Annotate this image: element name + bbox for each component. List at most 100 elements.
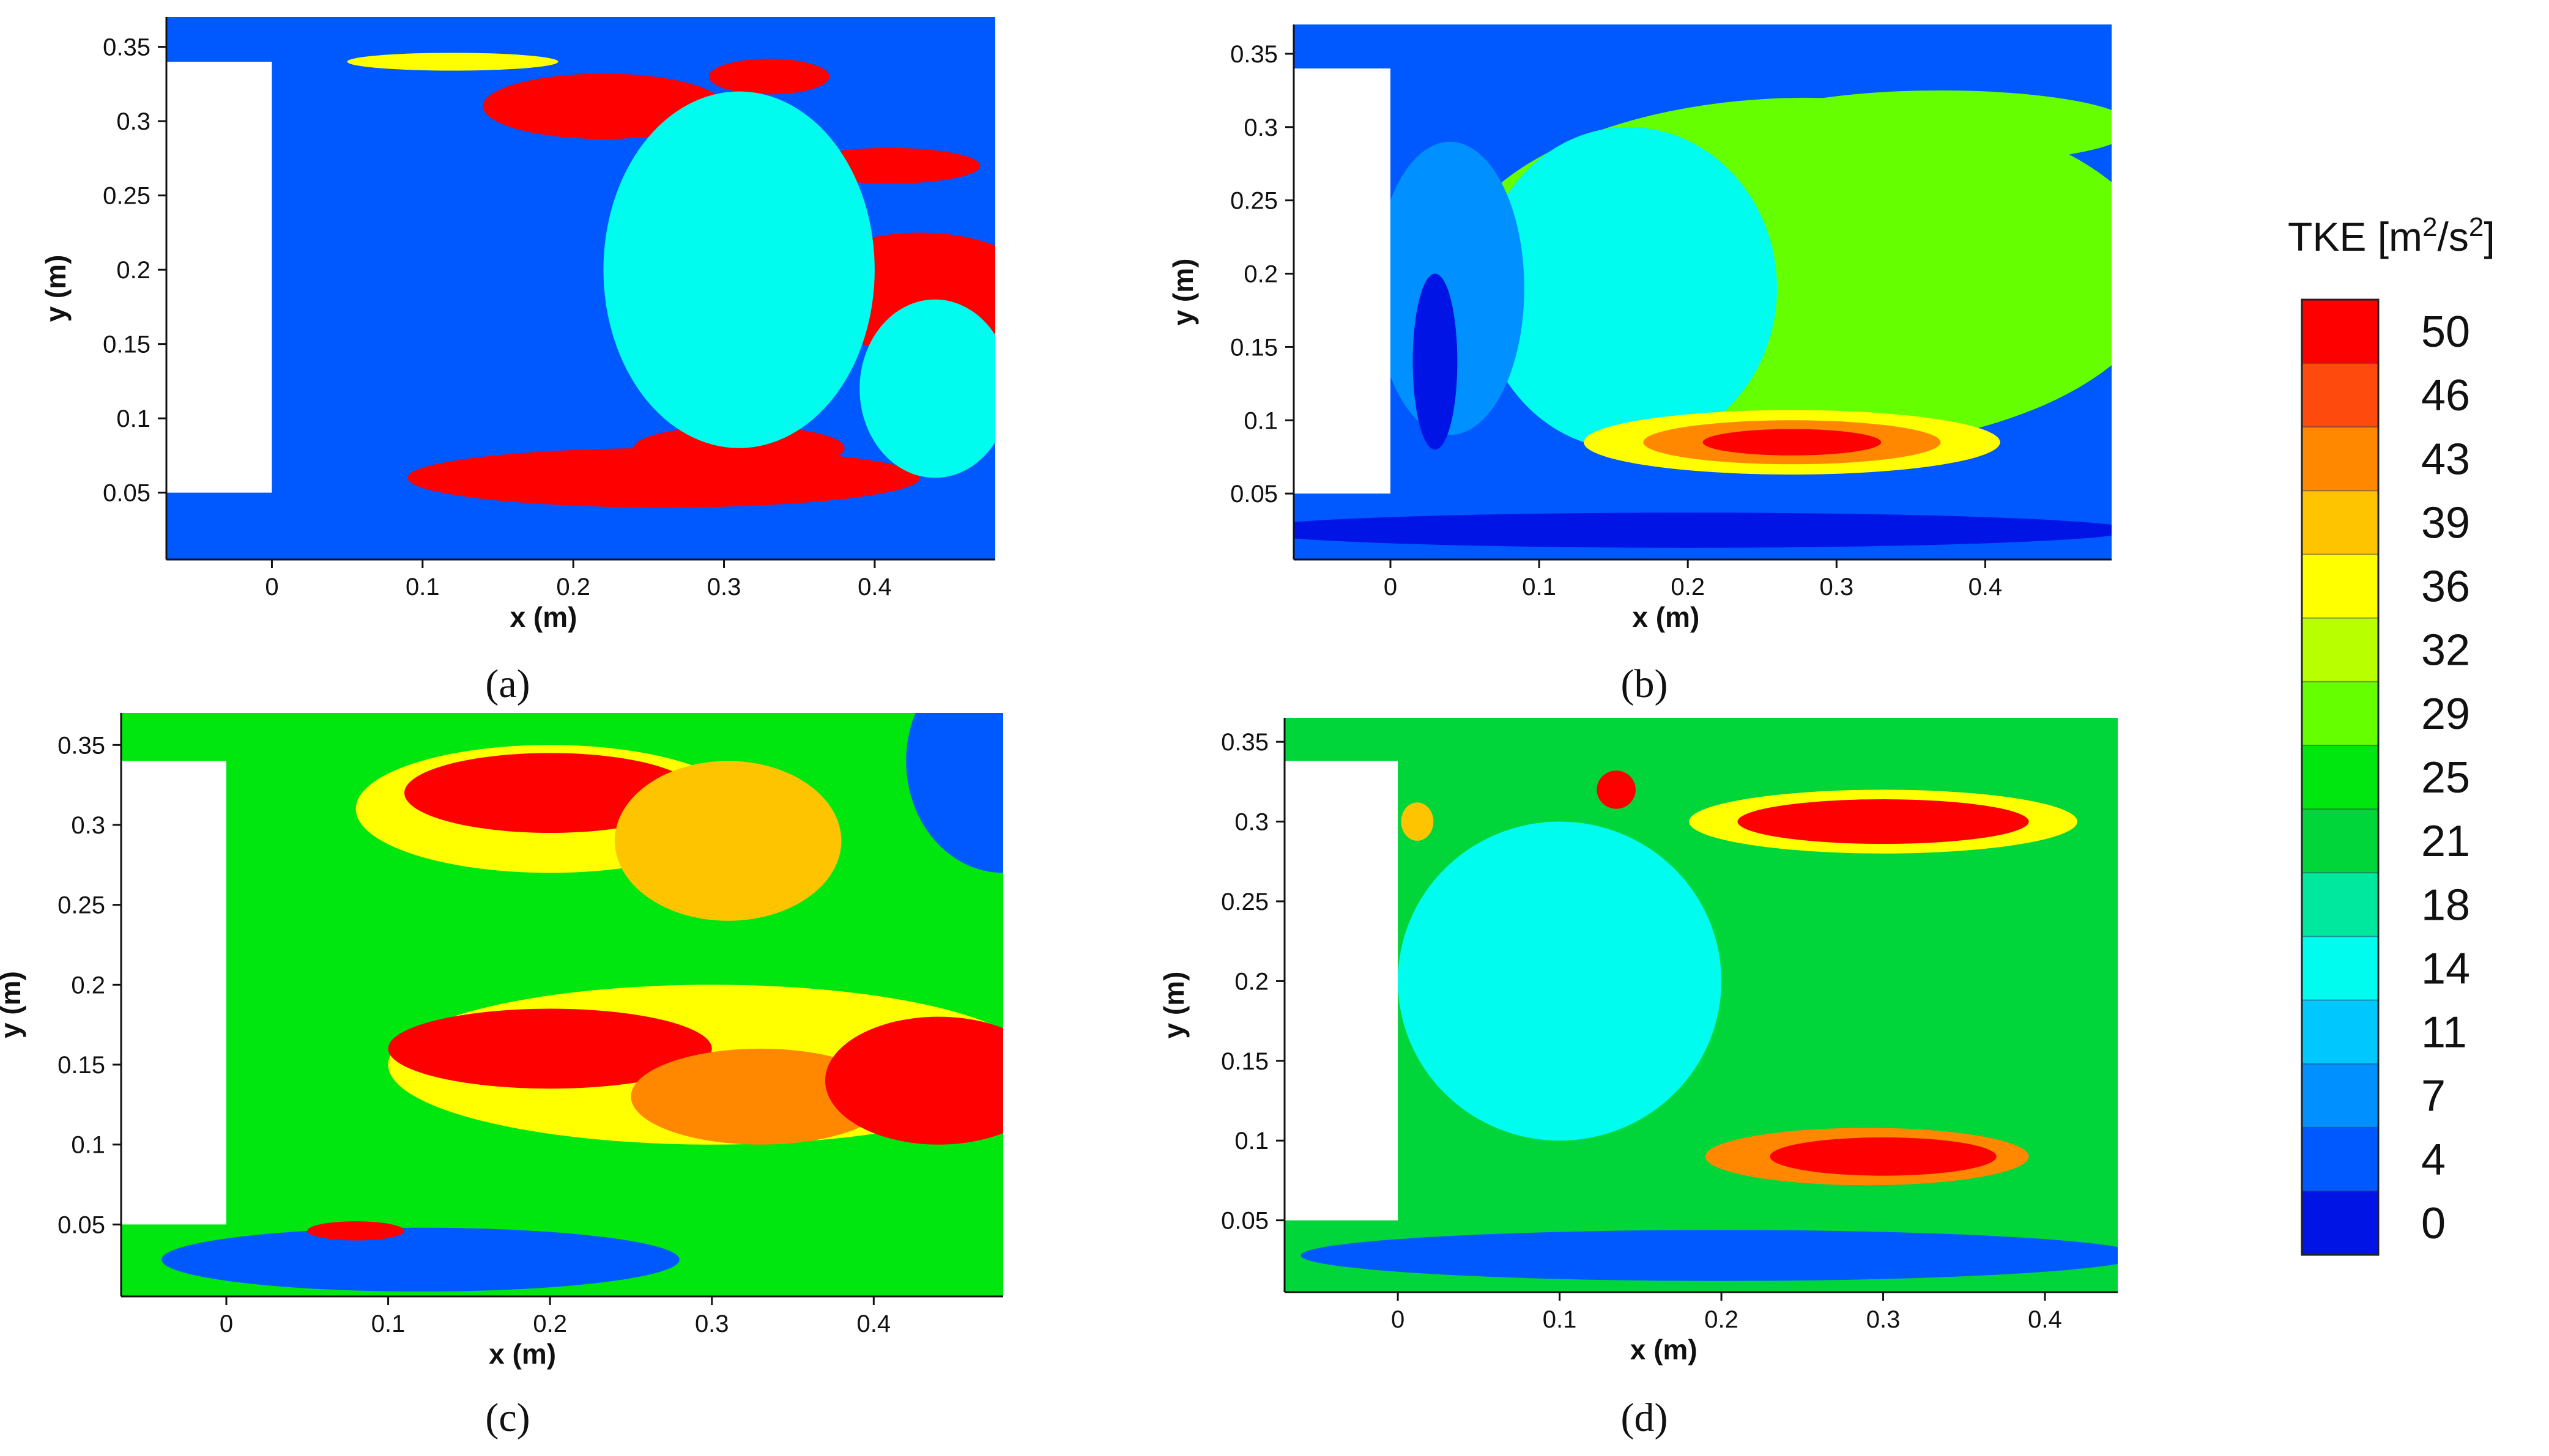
y-tick-label: 0.05	[103, 480, 150, 507]
contour-field-c	[121, 713, 1003, 1296]
panel-caption: (a)	[485, 662, 530, 706]
y-tick-label: 0.35	[103, 34, 150, 61]
y-tick-label: 0.3	[116, 108, 150, 135]
x-tick-label: 0	[220, 1310, 233, 1337]
contour-region	[631, 1048, 890, 1145]
y-tick-label: 0.25	[103, 183, 150, 210]
x-axis-title: x (m)	[489, 1338, 556, 1370]
contour-region	[1597, 770, 1636, 809]
y-axis-title: y (m)	[40, 255, 72, 322]
colorbar-swatch	[2302, 1127, 2378, 1192]
contour-region	[388, 1008, 712, 1089]
y-tick-label: 0.25	[1221, 889, 1269, 915]
colorbar-label: 14	[2421, 944, 2470, 993]
colorbar-swatch	[2302, 1000, 2378, 1065]
panel-caption: (d)	[1621, 1395, 1668, 1440]
colorbar-label: 4	[2421, 1136, 2446, 1184]
x-tick-label: 0	[1391, 1306, 1404, 1333]
obstacle-block	[1285, 761, 1398, 1221]
colorbar-title-part: 2	[2469, 212, 2484, 242]
colorbar-label: 25	[2421, 753, 2470, 802]
colorbar-label: 36	[2421, 563, 2470, 612]
y-tick-label: 0.1	[116, 405, 150, 432]
x-tick-label: 0.1	[1543, 1306, 1577, 1333]
colorbar-label: 50	[2421, 308, 2470, 357]
colorbar-title-part: 2	[2422, 212, 2437, 242]
colorbar-label: 29	[2421, 690, 2470, 739]
contour-region	[1737, 799, 2029, 844]
x-axis-title: x (m)	[1630, 1334, 1697, 1365]
x-tick-label: 0.3	[1819, 574, 1853, 601]
colorbar-swatch	[2302, 936, 2378, 1000]
x-tick-label: 0.1	[371, 1310, 406, 1337]
contour-region	[1702, 429, 1882, 456]
y-tick-label: 0.15	[1221, 1048, 1269, 1075]
chart-panel-a: 0 0.1 0.2 0.3 0.4 0.05 0.1 0.15 0.2 0.25 0.3 0.35 x …	[40, 17, 995, 706]
chart-panel-b: 0 0.1 0.2 0.3 0.4 0.05 0.1 0.15 0.2 0.25 0.3 0.35 x …	[1167, 24, 2112, 706]
chart-panel-c: 0 0.1 0.2 0.3 0.4 0.05 0.1 0.15 0.2 0.25 0.3 0.35 x …	[0, 713, 1003, 1440]
contour-region	[1479, 127, 1778, 450]
colorbar-frame	[2301, 298, 2380, 1256]
contour-region	[1294, 512, 2112, 548]
contour-region	[161, 1227, 680, 1292]
colorbar-label: 11	[2421, 1008, 2467, 1057]
x-tick-label: 0.3	[707, 574, 741, 601]
y-tick-label: 0.05	[58, 1211, 105, 1238]
contour-region	[1747, 90, 2112, 164]
x-tick-label: 0.4	[858, 574, 892, 601]
contour-region	[614, 761, 842, 921]
x-tick-label: 0.2	[1671, 574, 1705, 601]
contour-region	[1398, 821, 1722, 1141]
y-tick-label: 0.2	[1234, 968, 1269, 995]
x-tick-label: 0.4	[857, 1310, 891, 1337]
y-tick-label: 0.2	[1244, 261, 1278, 288]
x-tick-label: 0.4	[1968, 574, 2003, 601]
colorbar-label: 39	[2421, 498, 2470, 547]
y-tick-label: 0.15	[1230, 334, 1278, 361]
colorbar-title-part: /s	[2438, 214, 2469, 259]
colorbar-label: 46	[2421, 371, 2470, 420]
contour-region	[1412, 273, 1458, 450]
y-tick-label: 0.25	[1230, 188, 1278, 215]
y-tick-label: 0.35	[1230, 41, 1278, 68]
chart-panel-d: 0 0.1 0.2 0.3 0.4 0.05 0.1 0.15 0.2 0.25 0.3 0.35 x …	[1158, 718, 2118, 1440]
y-tick-label: 0.25	[58, 892, 105, 919]
y-tick-label: 0.1	[1234, 1128, 1269, 1155]
contour-field-b	[1294, 24, 2112, 560]
colorbar-label: 21	[2421, 817, 2470, 866]
colorbar-swatch	[2302, 618, 2378, 682]
colorbar-title-part: ]	[2484, 214, 2495, 259]
x-axis-title: x (m)	[510, 601, 577, 633]
colorbar-swatch	[2302, 554, 2378, 619]
contour-field-d	[1285, 718, 2118, 1292]
contour-region	[708, 59, 830, 95]
x-tick-label: 0	[265, 574, 278, 601]
y-tick-label: 0.35	[58, 732, 105, 759]
x-tick-label: 0	[1384, 574, 1397, 601]
y-tick-label: 0.1	[1244, 407, 1278, 434]
colorbar-title: TKE [m2/s2]	[2288, 212, 2495, 259]
contour-region	[1300, 1230, 2118, 1281]
obstacle-block	[1294, 68, 1391, 494]
x-tick-label: 0.1	[406, 574, 440, 601]
y-tick-label: 0.35	[1221, 729, 1269, 756]
contour-region	[633, 426, 845, 471]
colorbar-label: 0	[2421, 1199, 2446, 1248]
y-tick-label: 0.2	[116, 257, 150, 284]
colorbar-swatch	[2302, 873, 2378, 937]
contour-region	[347, 53, 558, 71]
y-tick-label: 0.05	[1230, 481, 1278, 508]
y-axis-title: y (m)	[1167, 259, 1199, 326]
x-tick-label: 0.4	[2028, 1306, 2062, 1333]
contour-region	[859, 299, 995, 478]
x-tick-label: 0.2	[533, 1310, 567, 1337]
colorbar-label: 18	[2421, 881, 2470, 929]
y-tick-label: 0.05	[1221, 1208, 1269, 1235]
contour-region	[603, 91, 875, 448]
colorbar-label: 43	[2421, 435, 2470, 484]
colorbar-swatch	[2302, 1063, 2378, 1128]
colorbar-swatch	[2302, 681, 2378, 746]
contour-region	[307, 1221, 405, 1241]
obstacle-block	[121, 761, 226, 1225]
